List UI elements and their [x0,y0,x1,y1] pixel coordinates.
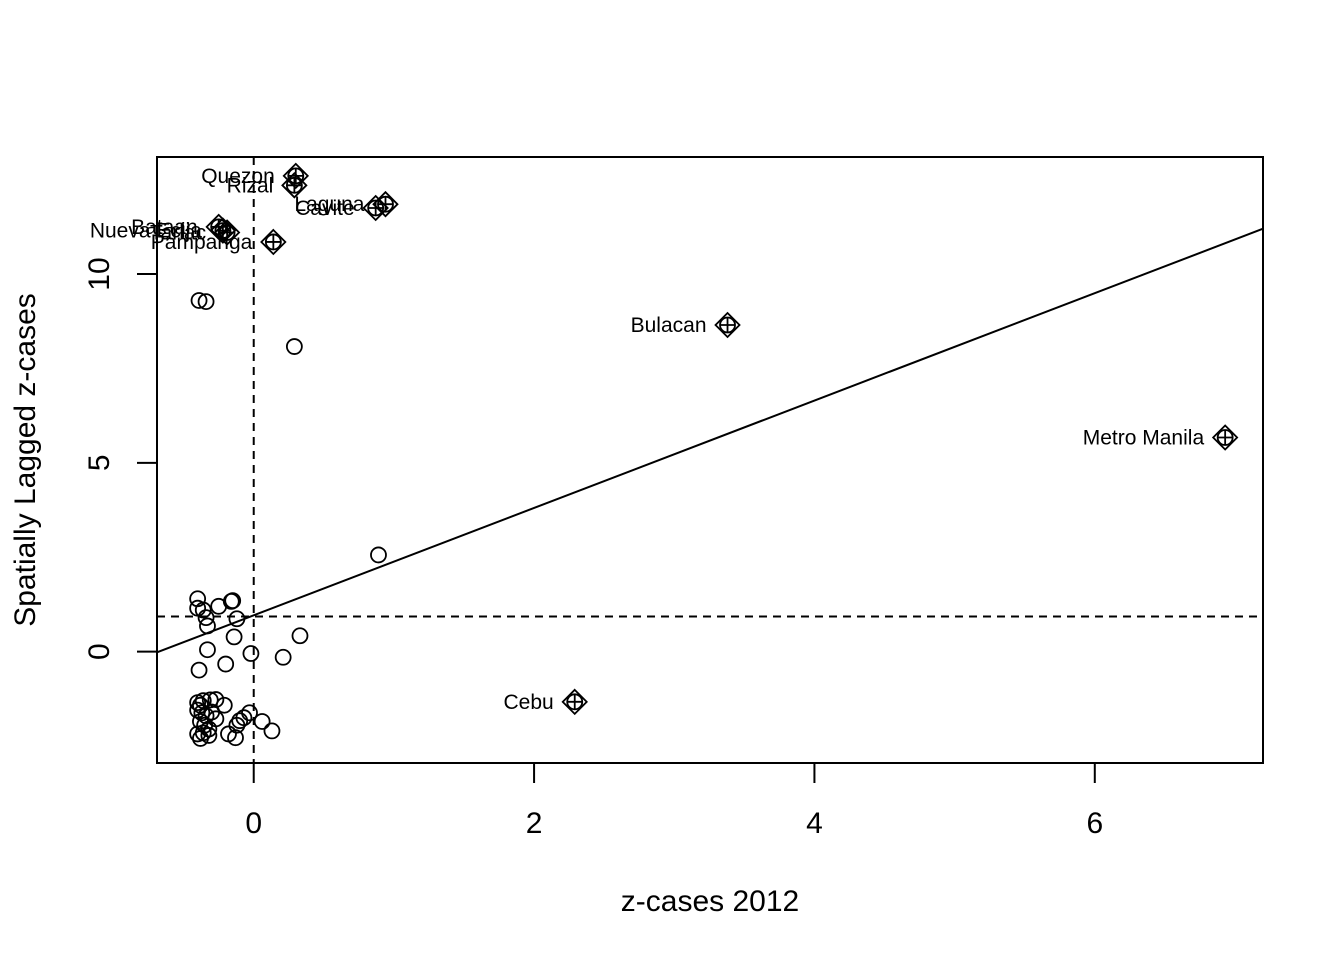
influential-point-label: Pampanga [151,231,253,254]
data-point [192,730,209,747]
data-point [285,338,303,355]
influential-point-diamond [260,228,287,256]
influential-point-label: Metro Manila [1083,427,1205,450]
x-tick-label: 2 [526,807,543,840]
data-point [190,292,208,309]
data-point [197,293,215,311]
data-point [225,628,243,646]
data-point [263,722,281,740]
y-axis-title: Spatially Lagged z-cases [9,293,42,627]
data-point [215,696,233,714]
data-point [199,617,216,635]
data-point [253,713,271,730]
data-point [199,641,216,659]
plot-frame [156,156,1264,764]
data-point [274,648,292,666]
influential-point-label: Laguna [294,193,364,216]
x-tick-label: 4 [806,807,823,840]
data-point [227,729,244,747]
influential-point-label: Nueva Ecija [90,220,202,243]
reference-lines [157,157,1263,763]
influential-point-plus [219,225,235,241]
influential-point-plus [286,177,302,193]
influential-point-label: Rizal [227,174,274,197]
influential-point-plus [1217,430,1233,446]
data-point [228,610,246,628]
y-axis: 0 5 10 [83,257,158,660]
influential-point-plus [265,234,281,250]
data-point [194,601,212,619]
influential-point-plus [567,694,583,710]
data-point [193,704,211,722]
x-tick-label: 6 [1086,807,1103,840]
influential-point-diamond [213,219,241,246]
influential-point-diamond [561,688,589,716]
influential-point-diamond [281,172,308,199]
influential-point-plus [720,317,736,333]
regression-line [157,227,1263,654]
data-point [235,709,253,727]
data-point [197,609,215,627]
influential-point-label: Cavite [295,197,355,220]
y-tick-label: 5 [83,454,116,471]
data-point [207,691,225,708]
influential-point-label: Bulacan [631,314,707,337]
data-point [190,661,208,679]
data-point [200,727,218,744]
influential-point-label: Quezon [201,165,275,188]
influential-point-diamond [362,194,389,222]
data-point [231,712,249,730]
data-point [217,655,235,673]
influential-point-label: Tarlac [150,222,206,245]
data-point [242,645,260,662]
data-point [291,627,309,645]
data-point [210,597,228,615]
data-point [189,725,207,743]
influential-point-plus [368,200,384,216]
x-axis: 0 2 4 6 [245,762,1103,840]
influential-point-label: Bataan [131,216,198,239]
y-tick-label: 10 [83,257,116,290]
data-points [189,162,1239,747]
influential-point-diamond [714,311,741,339]
influential-point-diamond [1211,424,1239,451]
data-point [370,546,387,564]
influential-point-label: Cebu [504,691,554,714]
y-tick-label: 0 [83,643,116,660]
influential-point-diamond [282,162,310,190]
x-tick-label: 0 [245,807,262,840]
x-axis-title: z-cases 2012 [621,885,799,918]
